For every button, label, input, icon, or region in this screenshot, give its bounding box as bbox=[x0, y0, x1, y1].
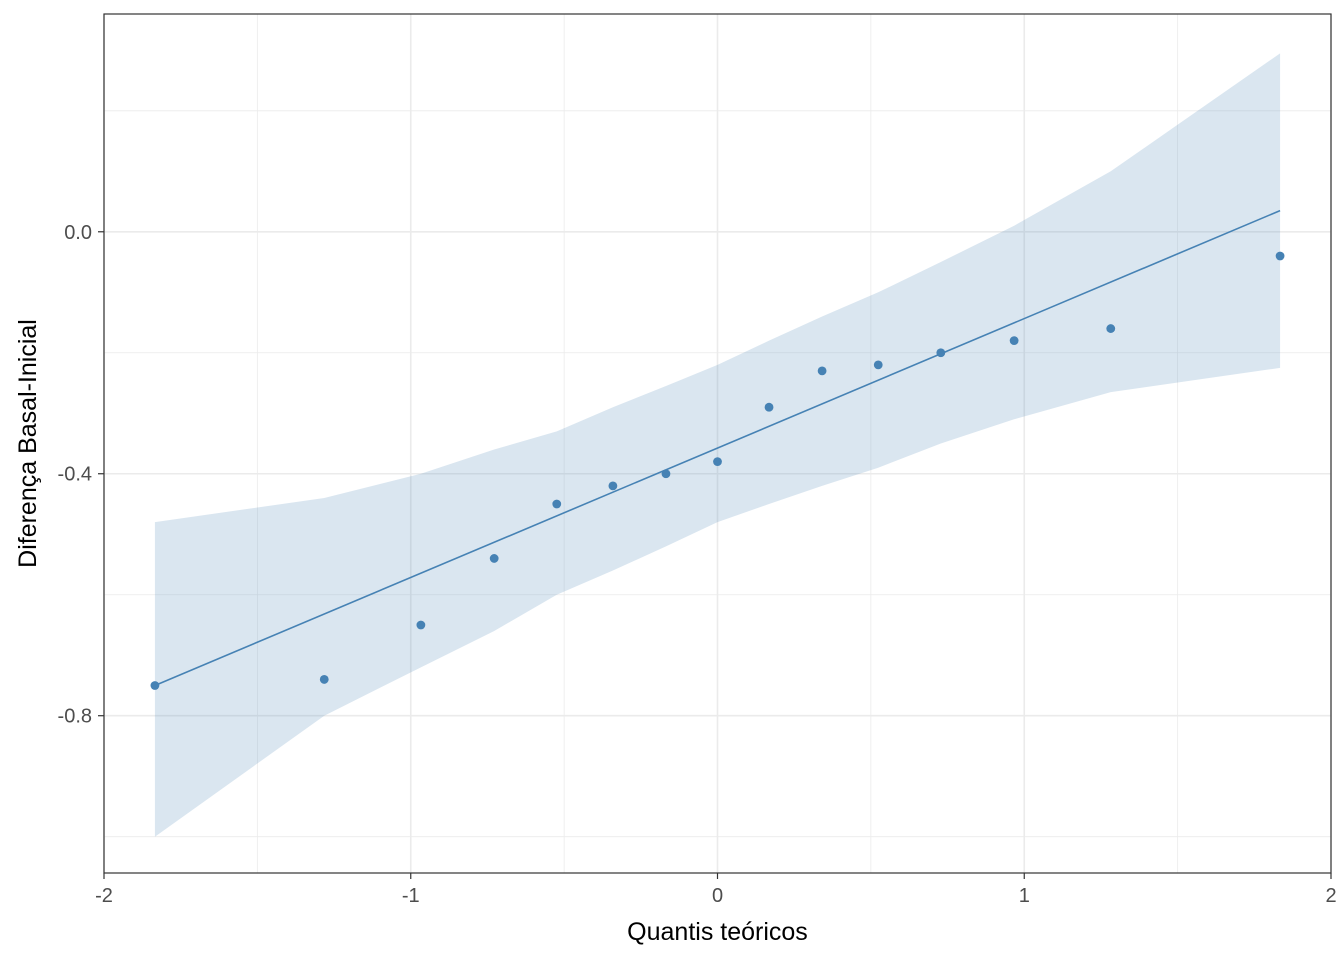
data-point bbox=[150, 681, 160, 690]
data-point bbox=[1009, 336, 1019, 346]
y-axis-ticks: -0.8 -0.4 0.0 bbox=[58, 222, 104, 728]
data-point bbox=[1106, 324, 1116, 333]
x-tick-label: -1 bbox=[402, 885, 420, 907]
y-tick-label: -0.4 bbox=[58, 464, 92, 486]
data-point bbox=[936, 348, 946, 358]
x-tick-label: 0 bbox=[712, 885, 723, 907]
qq-reference-line bbox=[154, 209, 1281, 687]
data-point bbox=[1275, 251, 1285, 261]
y-axis-title: Diferença Basal-Inicial bbox=[14, 319, 42, 568]
data-point bbox=[319, 675, 329, 684]
y-tick-label: -0.8 bbox=[58, 706, 92, 728]
data-point bbox=[873, 360, 883, 370]
data-point bbox=[416, 620, 426, 630]
y-tick-label: 0.0 bbox=[64, 222, 92, 244]
confidence-band-layer bbox=[154, 53, 1281, 837]
data-point bbox=[608, 481, 618, 491]
x-tick-label: -2 bbox=[95, 885, 113, 907]
x-axis-title: Quantis teóricos bbox=[627, 918, 808, 946]
data-point bbox=[552, 499, 562, 509]
data-point bbox=[764, 402, 774, 412]
data-point bbox=[661, 469, 671, 479]
reference-line-layer bbox=[154, 209, 1281, 687]
data-point bbox=[817, 366, 827, 376]
data-point bbox=[713, 457, 722, 467]
x-axis-ticks: -2 -1 0 1 2 bbox=[95, 873, 1337, 907]
confidence-band bbox=[154, 53, 1281, 837]
data-point bbox=[489, 554, 499, 563]
data-points-layer bbox=[150, 251, 1285, 690]
x-tick-label: 2 bbox=[1325, 885, 1336, 907]
x-tick-label: 1 bbox=[1019, 885, 1030, 907]
